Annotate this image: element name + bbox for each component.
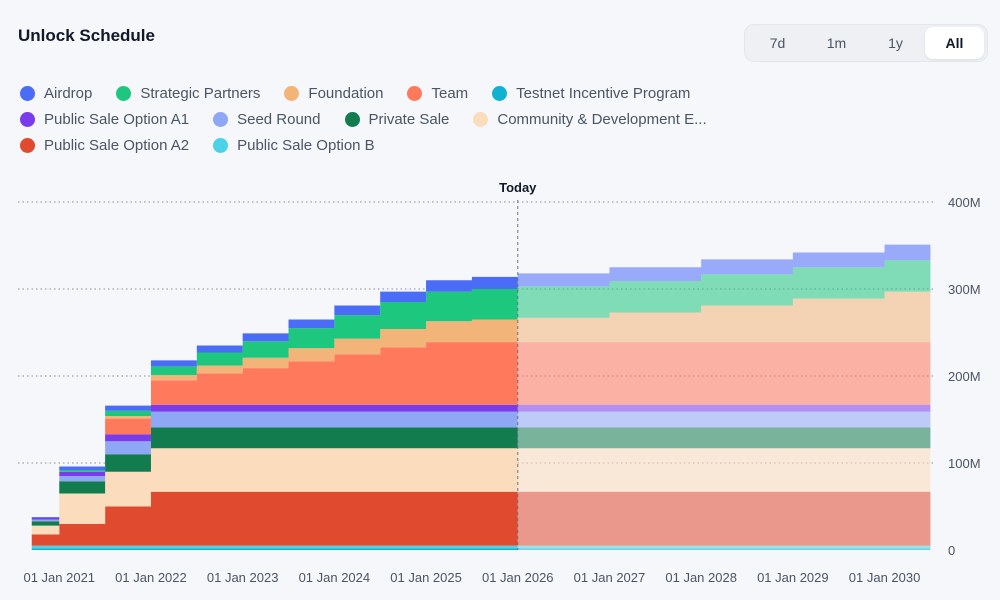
area-community-development-e-unlocked xyxy=(31,448,518,535)
legend-label: Team xyxy=(431,84,469,102)
x-tick-label: 01 Jan 2025 xyxy=(390,570,462,585)
legend-dot-icon xyxy=(20,111,35,127)
legend-item-community-development-e[interactable]: Community & Development E... xyxy=(473,110,707,128)
legend-label: Public Sale Option A2 xyxy=(44,136,190,154)
legend-row: Public Sale Option A1 Seed Round Private S… xyxy=(20,106,800,132)
legend-item-public-sale-option-b[interactable]: Public Sale Option B xyxy=(213,137,375,154)
area-team-unlocked xyxy=(31,342,518,518)
area-public-sale-option-a1-projected xyxy=(517,404,931,412)
legend-dot-icon xyxy=(492,85,508,101)
legend-row: Public Sale Option A2 Public Sale Option … xyxy=(20,132,800,158)
legend-label: Airdrop xyxy=(44,84,93,102)
area-testnet-incentive-program-projected xyxy=(517,548,931,550)
legend-item-public-sale-option-a1[interactable]: Public Sale Option A1 xyxy=(20,111,189,128)
area-public-sale-option-a2-unlocked xyxy=(31,491,518,546)
legend-item-testnet-incentive-program[interactable]: Testnet Incentive Program xyxy=(492,85,690,102)
legend-item-strategic-partners[interactable]: Strategic Partners xyxy=(116,85,260,102)
x-tick-label: 01 Jan 2021 xyxy=(23,570,95,585)
legend-item-public-sale-option-a2[interactable]: Public Sale Option A2 xyxy=(20,137,189,154)
y-tick-label: 200M xyxy=(948,369,981,384)
area-private-sale-projected xyxy=(517,427,931,449)
x-tick-label: 01 Jan 2024 xyxy=(299,570,371,585)
area-team-projected xyxy=(517,342,931,405)
x-tick-label: 01 Jan 2027 xyxy=(574,570,646,585)
area-seed-round-unlocked xyxy=(31,411,518,522)
area-testnet-incentive-program-unlocked xyxy=(31,548,518,550)
area-public-sale-option-a2-projected xyxy=(517,491,931,546)
today-label: Today xyxy=(499,180,537,195)
page-title: Unlock Schedule xyxy=(18,26,155,45)
y-tick-label: 100M xyxy=(948,456,981,471)
legend-row: Airdrop Strategic Partners Foundation Team T… xyxy=(20,80,800,106)
legend-dot-icon xyxy=(344,111,360,127)
area-public-sale-option-b-projected xyxy=(517,545,931,549)
area-public-sale-option-b-unlocked xyxy=(31,545,518,549)
legend-item-private-sale[interactable]: Private Sale xyxy=(344,110,450,128)
legend-item-airdrop[interactable]: Airdrop xyxy=(20,85,92,102)
area-strategic-partners-unlocked xyxy=(31,286,518,518)
area-seed-round-projected xyxy=(517,411,931,428)
tab-1y[interactable]: 1y xyxy=(888,35,903,51)
legend-dot-icon xyxy=(284,85,300,101)
legend-dot-icon xyxy=(473,111,489,127)
legend-label: Community & Development E... xyxy=(497,110,707,128)
area-community-development-e-projected xyxy=(517,448,931,492)
tab-1m[interactable]: 1m xyxy=(826,35,847,51)
legend-label: Seed Round xyxy=(237,110,321,128)
x-tick-label: 01 Jan 2028 xyxy=(665,570,737,585)
legend-label: Public Sale Option A1 xyxy=(44,110,190,128)
range-selector: 7d 1m 1y All xyxy=(744,24,988,62)
y-tick-label: 300M xyxy=(948,282,981,297)
legend-label: Testnet Incentive Program xyxy=(516,84,691,102)
legend-item-seed-round[interactable]: Seed Round xyxy=(213,110,321,128)
area-strategic-partners-projected xyxy=(517,255,931,318)
legend-label: Public Sale Option B xyxy=(237,136,375,154)
x-tick-label: 01 Jan 2023 xyxy=(207,570,279,585)
area-foundation-projected xyxy=(517,286,931,343)
y-tick-label: 400M xyxy=(948,195,981,210)
area-airdrop-projected xyxy=(517,239,931,287)
x-tick-label: 01 Jan 2026 xyxy=(482,570,554,585)
legend-label: Foundation xyxy=(308,84,384,102)
legend-dot-icon xyxy=(20,137,35,153)
legend-dot-icon xyxy=(213,111,229,127)
legend-item-team[interactable]: Team xyxy=(407,85,468,102)
legend-dot-icon xyxy=(213,137,229,153)
x-tick-label: 01 Jan 2022 xyxy=(115,570,187,585)
legend-item-foundation[interactable]: Foundation xyxy=(284,85,383,102)
x-tick-label: 01 Jan 2029 xyxy=(757,570,829,585)
legend-dot-icon xyxy=(116,85,132,101)
legend-dot-icon xyxy=(407,85,423,101)
area-private-sale-unlocked xyxy=(31,427,518,526)
y-tick-label: 0 xyxy=(948,543,955,558)
legend-label: Strategic Partners xyxy=(140,84,261,102)
tab-7d[interactable]: 7d xyxy=(769,35,786,51)
legend-dot-icon xyxy=(20,85,35,101)
legend-label: Private Sale xyxy=(368,110,450,128)
tab-all[interactable]: All xyxy=(925,27,984,59)
chart-legend: Airdrop Strategic Partners Foundation Team T… xyxy=(20,80,800,158)
x-tick-label: 01 Jan 2030 xyxy=(849,570,921,585)
